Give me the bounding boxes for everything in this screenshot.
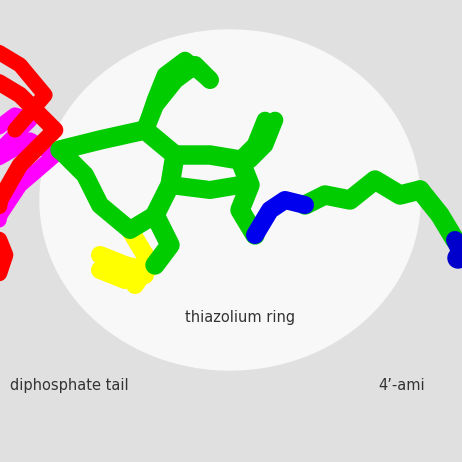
Text: diphosphate tail: diphosphate tail	[10, 378, 128, 393]
Text: thiazolium ring: thiazolium ring	[185, 310, 295, 325]
Text: 4’-ami: 4’-ami	[378, 378, 425, 393]
Ellipse shape	[40, 30, 420, 370]
Circle shape	[448, 248, 462, 268]
